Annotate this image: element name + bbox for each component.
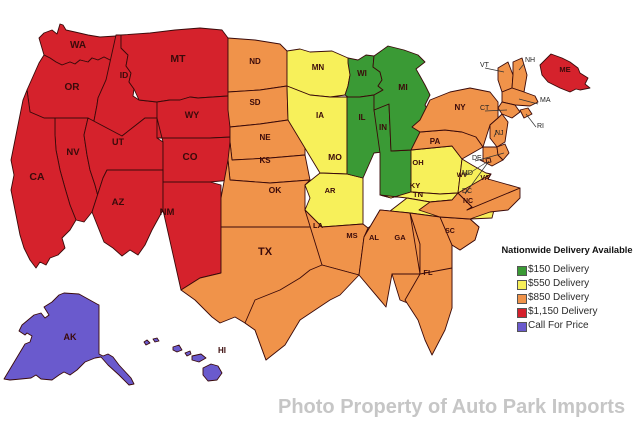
svg-text:OK: OK — [269, 185, 283, 195]
svg-text:WY: WY — [185, 110, 200, 120]
svg-text:GA: GA — [394, 233, 406, 242]
svg-text:FL: FL — [423, 268, 433, 277]
svg-text:WA: WA — [70, 40, 86, 51]
svg-text:AZ: AZ — [112, 197, 125, 208]
svg-text:ME: ME — [559, 65, 570, 74]
svg-text:NH: NH — [525, 57, 535, 64]
svg-text:OR: OR — [65, 82, 81, 93]
svg-text:KS: KS — [259, 156, 271, 165]
svg-text:DE: DE — [472, 155, 482, 162]
svg-text:MN: MN — [312, 63, 325, 72]
svg-text:UT: UT — [112, 137, 124, 147]
svg-text:MA: MA — [540, 97, 551, 104]
svg-text:NM: NM — [160, 207, 175, 218]
svg-text:AR: AR — [325, 186, 336, 195]
svg-text:CT: CT — [480, 105, 490, 112]
svg-text:MO: MO — [328, 152, 342, 162]
svg-text:LA: LA — [313, 221, 324, 230]
svg-text:CA: CA — [29, 171, 45, 183]
svg-text:ID: ID — [120, 70, 129, 80]
svg-text:NC: NC — [463, 198, 473, 205]
svg-text:ND: ND — [249, 57, 261, 66]
svg-text:PA: PA — [430, 137, 441, 146]
svg-text:AK: AK — [64, 332, 77, 342]
svg-text:CO: CO — [183, 152, 198, 163]
svg-text:SD: SD — [249, 98, 260, 107]
svg-text:NY: NY — [454, 103, 466, 112]
svg-text:IN: IN — [379, 123, 387, 132]
svg-text:KY: KY — [410, 181, 420, 190]
svg-text:OH: OH — [412, 158, 423, 167]
svg-text:VA: VA — [480, 175, 489, 182]
svg-text:DC: DC — [462, 188, 472, 195]
svg-text:MI: MI — [398, 82, 407, 92]
svg-text:TX: TX — [258, 246, 273, 258]
svg-text:IA: IA — [316, 111, 324, 120]
svg-text:VT: VT — [480, 62, 490, 69]
svg-text:MT: MT — [170, 53, 186, 65]
svg-text:TN: TN — [413, 190, 423, 199]
svg-text:MS: MS — [346, 231, 357, 240]
svg-text:SC: SC — [445, 228, 455, 235]
svg-text:HI: HI — [218, 346, 226, 355]
svg-text:MD: MD — [462, 170, 473, 177]
svg-text:AL: AL — [369, 233, 379, 242]
svg-text:IL: IL — [358, 113, 365, 122]
svg-text:WI: WI — [357, 69, 367, 78]
svg-text:NJ: NJ — [495, 130, 504, 137]
svg-text:RI: RI — [537, 123, 544, 130]
svg-text:NV: NV — [66, 147, 80, 158]
svg-text:NE: NE — [259, 133, 271, 142]
